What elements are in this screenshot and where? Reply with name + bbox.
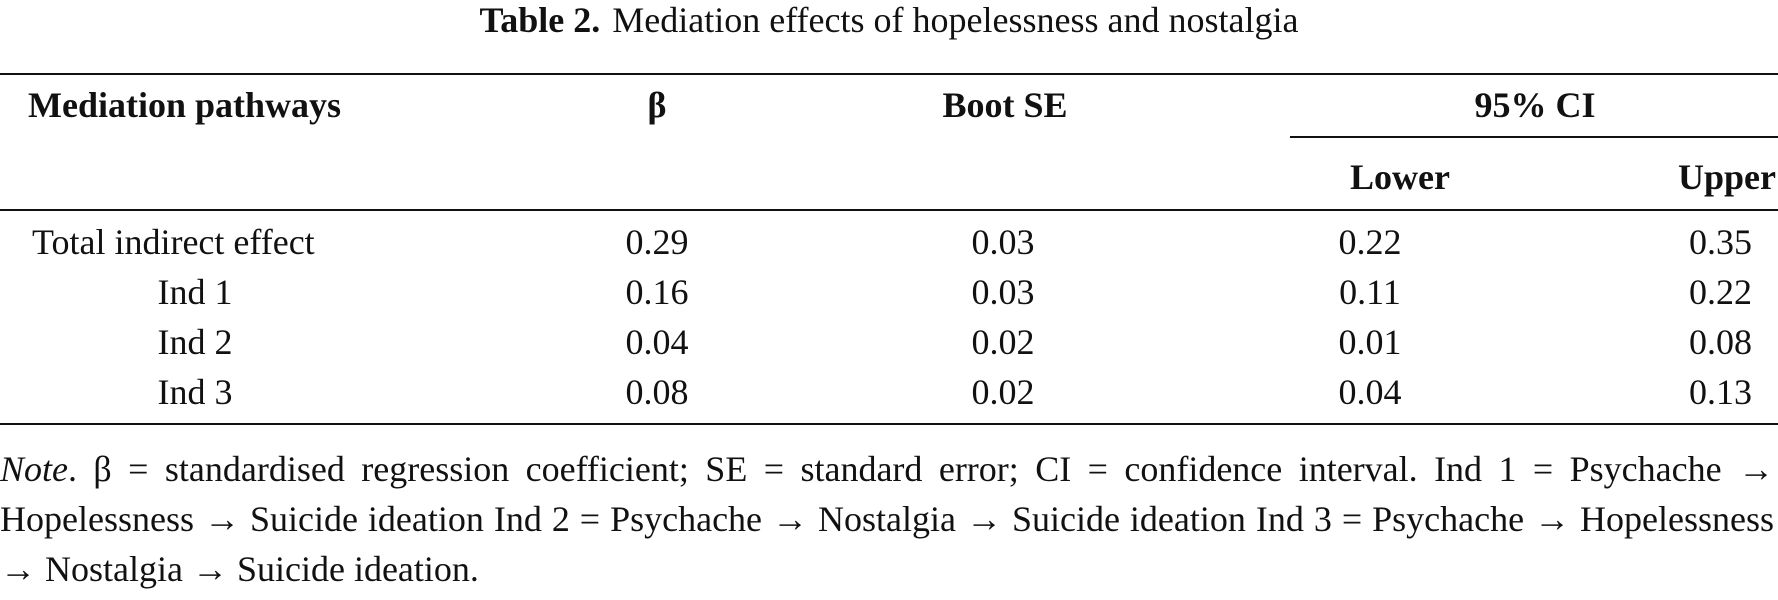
ci-rule: [1290, 136, 1778, 138]
header-upper: Upper: [1678, 157, 1776, 197]
row-0-pathway: Total indirect effect: [32, 222, 315, 262]
row-1-pathway: Ind 1: [157, 272, 233, 312]
table-caption-label: Table 2.: [479, 0, 601, 40]
row-2-beta: 0.04: [625, 322, 689, 362]
row-1-lower: 0.11: [1339, 272, 1401, 312]
row-2-lower: 0.01: [1338, 322, 1402, 362]
note-text: . β = standardised regression coefficien…: [0, 449, 1774, 589]
row-0-boot-se: 0.03: [971, 222, 1035, 262]
header-lower: Lower: [1350, 157, 1450, 197]
bottom-rule: [0, 423, 1778, 425]
row-2-upper: 0.08: [1689, 322, 1752, 362]
table-note: Note. β = standardised regression coeffi…: [0, 444, 1774, 594]
top-rule: [0, 73, 1778, 75]
header-beta: β: [647, 85, 667, 125]
header-rule: [0, 209, 1778, 211]
note-label: Note: [0, 449, 68, 489]
row-0-upper: 0.35: [1689, 222, 1752, 262]
row-2-boot-se: 0.02: [971, 322, 1035, 362]
row-0-beta: 0.29: [625, 222, 689, 262]
row-3-boot-se: 0.02: [971, 372, 1035, 412]
row-2-pathway: Ind 2: [157, 322, 233, 362]
header-95-ci: 95% CI: [1474, 85, 1596, 125]
row-3-upper: 0.13: [1689, 372, 1752, 412]
row-3-lower: 0.04: [1338, 372, 1402, 412]
header-mediation-pathways: Mediation pathways: [28, 85, 342, 125]
row-0-lower: 0.22: [1338, 222, 1402, 262]
table-caption: Table 2. Mediation effects of hopelessnes…: [0, 0, 1778, 40]
row-3-beta: 0.08: [625, 372, 689, 412]
row-1-beta: 0.16: [625, 272, 689, 312]
table-caption-title: Mediation effects of hopelessness and no…: [612, 0, 1299, 40]
header-boot-se: Boot SE: [942, 85, 1068, 125]
row-1-boot-se: 0.03: [971, 272, 1035, 312]
row-1-upper: 0.22: [1689, 272, 1752, 312]
row-3-pathway: Ind 3: [157, 372, 233, 412]
